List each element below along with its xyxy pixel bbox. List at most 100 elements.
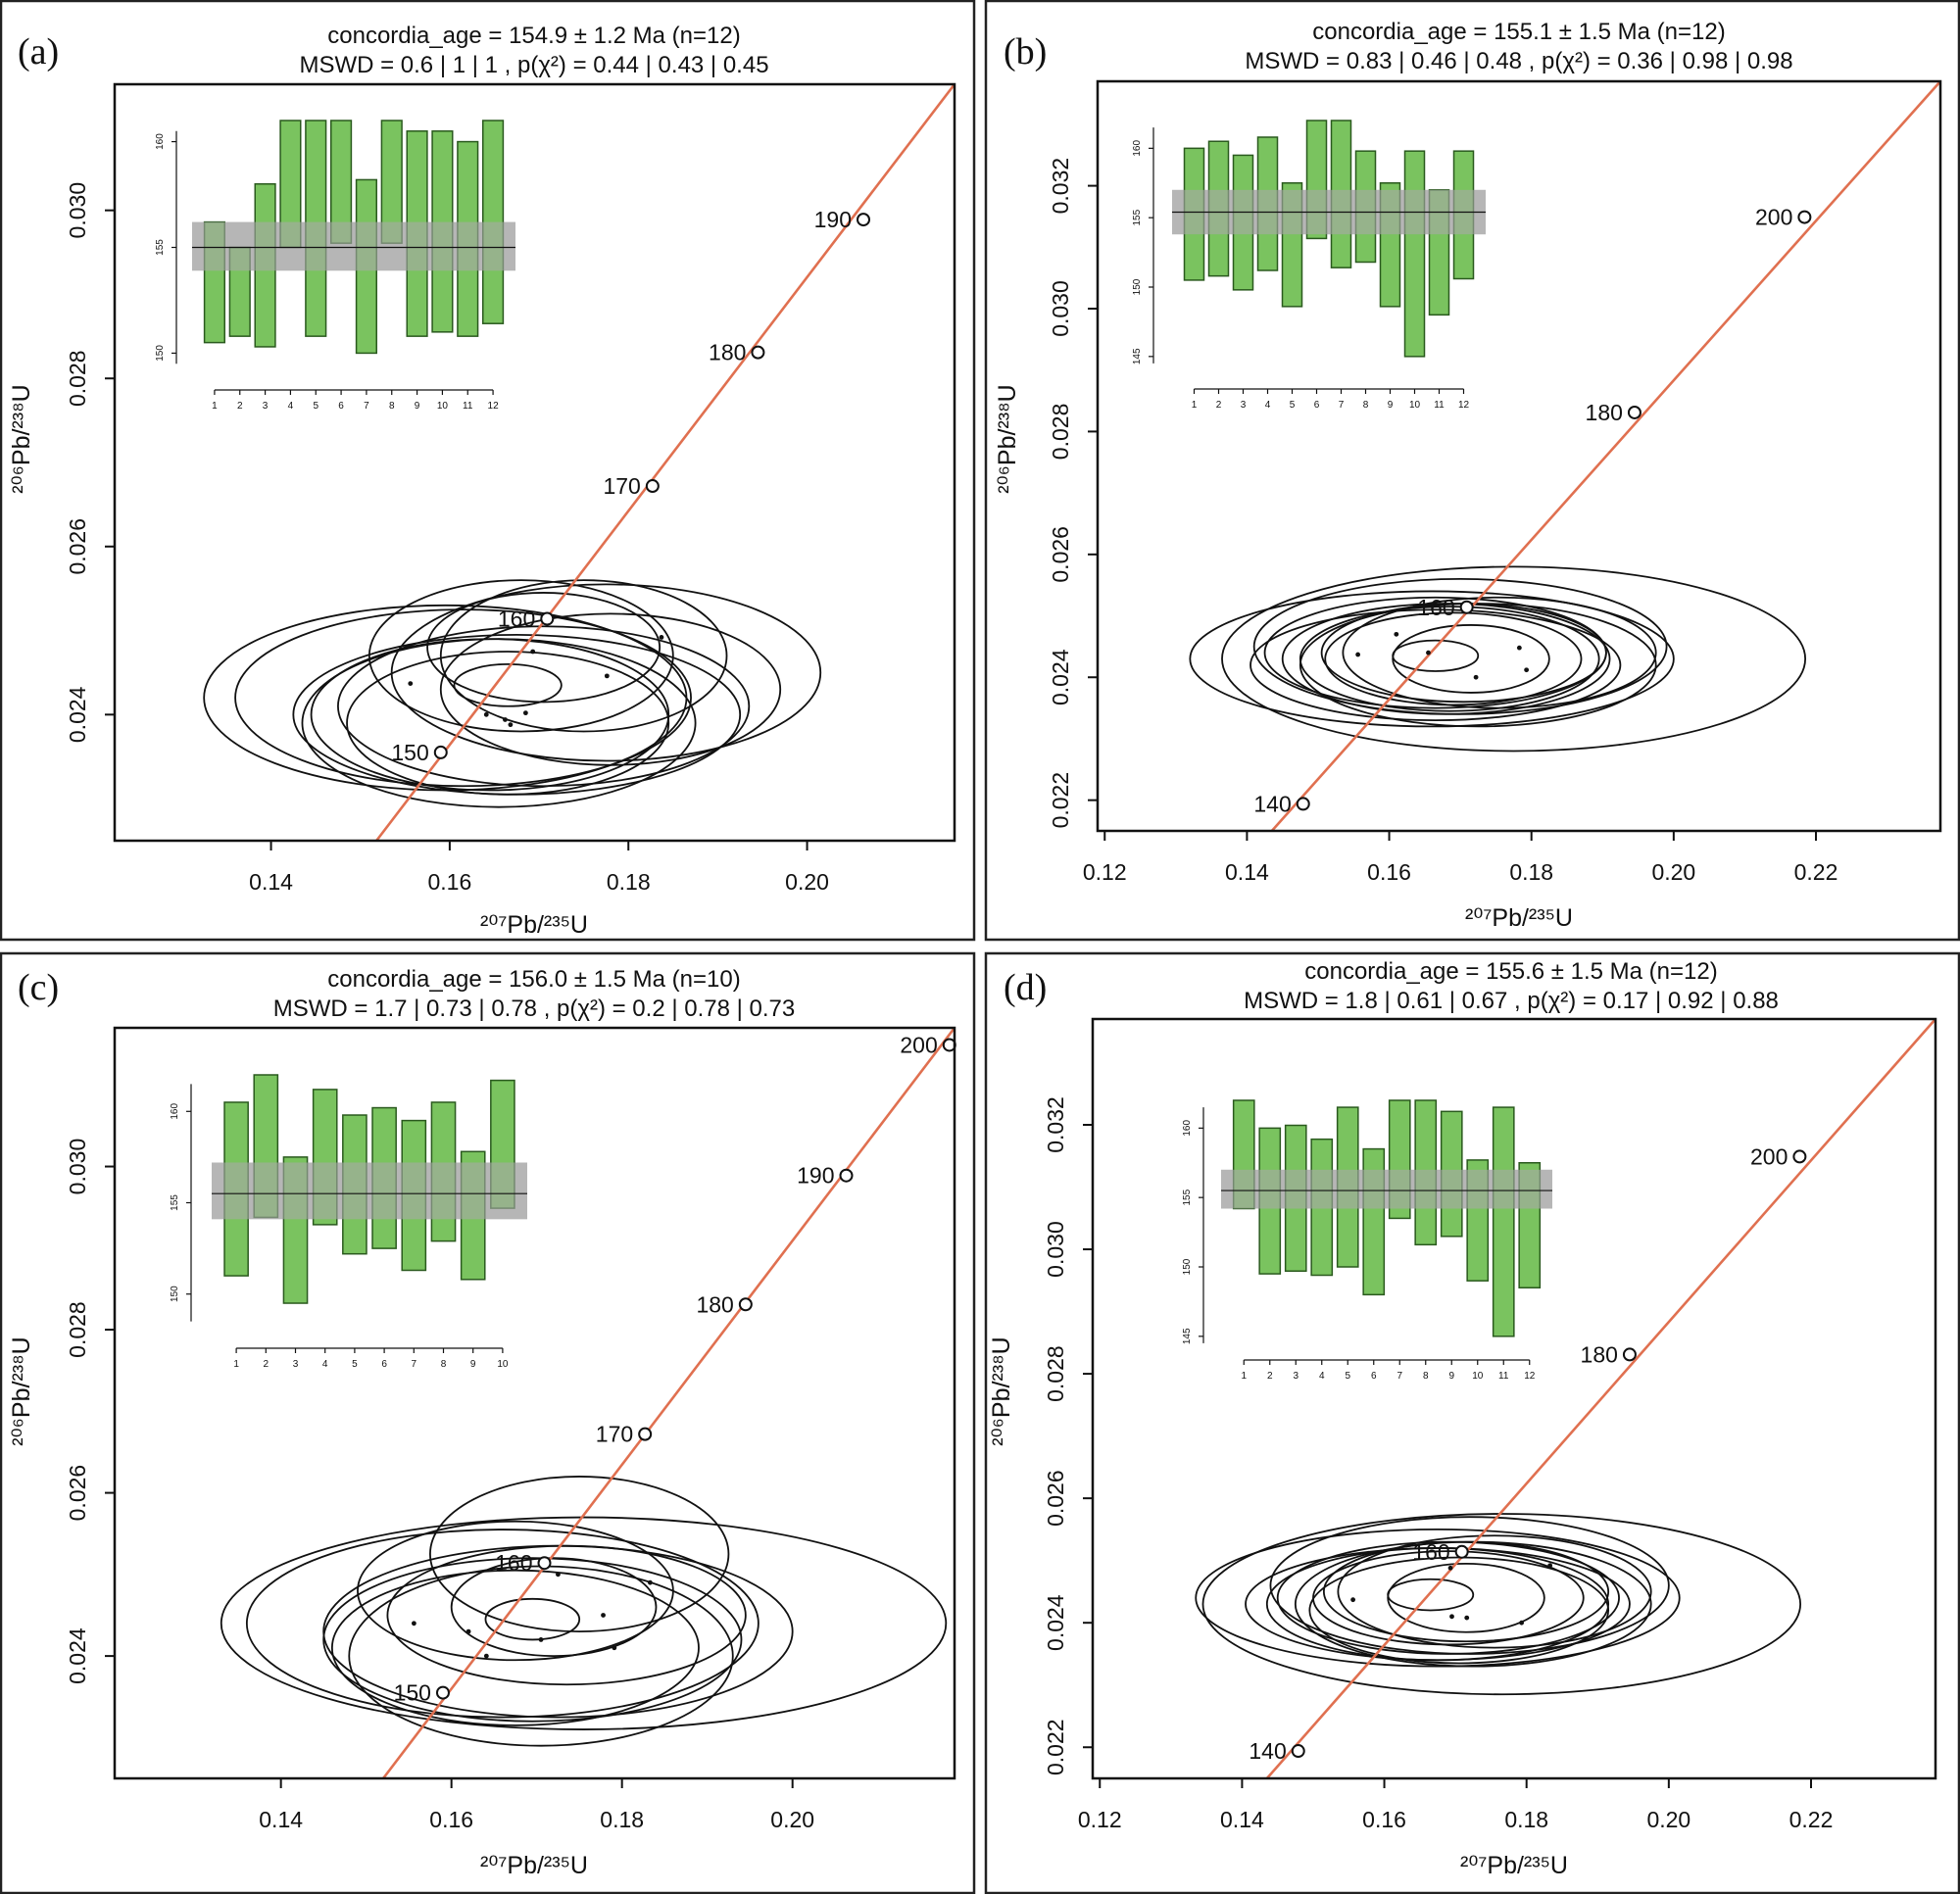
- data-point: [1350, 1597, 1356, 1603]
- age-marker: [1797, 210, 1812, 224]
- plot-area-b: [1096, 79, 1942, 833]
- inset-x-tick-label: 5: [313, 401, 318, 412]
- inset-x-tick-label: 1: [1241, 1371, 1247, 1382]
- y-tick-label: 0.026: [65, 1465, 90, 1522]
- inset-x-tick-label: 12: [1458, 400, 1470, 411]
- inset-x-tick-label: 8: [1363, 400, 1369, 411]
- inset-x-tick-label: 1: [212, 401, 218, 412]
- inset-x-tick-label: 7: [364, 401, 369, 412]
- data-point: [1519, 1620, 1525, 1626]
- chart-title-line1: concordia_age = 154.9 ± 1.2 Ma (n=12): [327, 23, 740, 49]
- plot-area-c: [113, 1026, 956, 1780]
- error-ellipse: [1189, 590, 1675, 728]
- chart-title-line2: MSWD = 0.6 | 1 | 1 , p(χ²) = 0.44 | 0.43…: [299, 52, 768, 78]
- error-ellipse: [429, 1476, 730, 1633]
- error-ellipse: [203, 604, 688, 792]
- age-labels: 140 160 180 200: [1249, 1143, 1807, 1764]
- age-label: 180: [696, 1291, 733, 1317]
- inset-x-tick-label: 9: [1448, 1371, 1454, 1382]
- age-marker: [638, 1427, 653, 1441]
- chart-title-line2: MSWD = 1.7 | 0.73 | 0.78 , p(χ²) = 0.2 |…: [273, 996, 795, 1022]
- age-label: 190: [814, 207, 852, 232]
- inset-x-tick-label: 7: [1396, 1371, 1402, 1382]
- inset-x-tick-label: 4: [288, 401, 294, 412]
- x-axis-label: ²⁰⁷Pb/²³⁵U: [480, 911, 588, 939]
- error-ellipse: [386, 1544, 747, 1686]
- chart-title-line2: MSWD = 0.83 | 0.46 | 0.48 , p(χ²) = 0.36…: [1245, 48, 1792, 74]
- age-label: 190: [797, 1163, 834, 1189]
- inset-x-tick-label: 10: [437, 401, 449, 412]
- y-tick-label: 0.026: [1043, 1470, 1068, 1527]
- y-tick-label: 0.026: [65, 518, 90, 575]
- y-tick-label: 0.028: [65, 350, 90, 407]
- inset-y-tick-label: 160: [1132, 140, 1143, 157]
- data-point: [1524, 667, 1530, 673]
- data-point: [612, 1645, 617, 1651]
- y-tick-label: 0.030: [1043, 1221, 1068, 1278]
- ellipse-group: [1195, 1513, 1802, 1696]
- inset-x-tick-label: 3: [1241, 400, 1247, 411]
- inset-x-tick-label: 2: [237, 401, 243, 412]
- inset-x-tick-label: 10: [497, 1359, 509, 1370]
- age-label: 150: [394, 1680, 431, 1706]
- inset-mean-band-overlay: [1221, 1169, 1552, 1209]
- error-ellipse: [1221, 565, 1807, 753]
- inset-x-tick-label: 6: [381, 1359, 387, 1370]
- age-marker: [1627, 405, 1642, 419]
- age-label: 170: [596, 1422, 633, 1447]
- chart-title-line1: concordia_age = 155.1 ± 1.5 Ma (n=12): [1312, 19, 1725, 45]
- error-ellipse: [245, 1529, 760, 1719]
- error-ellipse: [1387, 1578, 1475, 1612]
- age-label: 200: [1750, 1143, 1788, 1169]
- inset-x-tick-label: 12: [1524, 1371, 1536, 1382]
- inset-x-tick-label: 11: [1498, 1371, 1509, 1382]
- x-axis-label: ²⁰⁷Pb/²³⁵U: [1460, 1852, 1568, 1879]
- inset-x-tick-label: 4: [1319, 1371, 1325, 1382]
- data-point: [466, 1628, 471, 1634]
- inset-x-tick-label: 3: [1293, 1371, 1298, 1382]
- error-ellipse: [1392, 639, 1480, 672]
- error-ellipse: [1298, 603, 1657, 728]
- error-ellipse: [439, 612, 782, 766]
- x-tick-label: 0.18: [600, 1807, 644, 1832]
- inset-x-tick-label: 4: [322, 1359, 328, 1370]
- concordia-group: [1265, 1019, 1936, 1778]
- data-point-group: [1355, 631, 1530, 680]
- age-marker: [839, 1168, 854, 1183]
- data-point: [483, 711, 489, 717]
- y-tick-label: 0.028: [1048, 404, 1073, 461]
- data-point-group: [408, 635, 664, 728]
- error-ellipse: [357, 1520, 674, 1662]
- concordia-line: [1265, 1019, 1936, 1778]
- age-marker: [540, 611, 555, 626]
- inset-y-tick-label: 150: [170, 1286, 180, 1302]
- inset-mean-band-overlay: [192, 221, 515, 271]
- data-point: [556, 1572, 561, 1578]
- x-tick-label: 0.12: [1078, 1807, 1122, 1832]
- ellipse-group: [220, 1476, 948, 1747]
- error-ellipse: [1308, 1556, 1610, 1665]
- age-marker: [645, 479, 660, 494]
- axis-ticks: 0.14 0.16 0.18 0.20 0.024 0.026 0.028 0.030: [65, 1139, 814, 1832]
- inset-y-tick-label: 150: [1182, 1258, 1193, 1275]
- panel-label: (a): [18, 31, 59, 73]
- inset-age-bar: [1492, 1106, 1515, 1337]
- data-point: [1447, 1565, 1453, 1571]
- data-point: [1449, 1614, 1454, 1620]
- inset-y-tick-label: 155: [1182, 1189, 1193, 1205]
- data-point: [1547, 1563, 1553, 1569]
- error-ellipse: [426, 592, 662, 704]
- inset-y-tick-label: 155: [1132, 209, 1143, 225]
- inset-y-tick-label: 150: [1132, 278, 1143, 295]
- inset-y-tick-label: 155: [155, 239, 166, 256]
- data-point: [1473, 674, 1479, 680]
- inset-x-tick-label: 2: [1267, 1371, 1273, 1382]
- concordia-line: [382, 1028, 955, 1778]
- y-tick-label: 0.024: [1048, 649, 1073, 705]
- chart-title-line1: concordia_age = 155.6 ± 1.5 Ma (n=12): [1304, 958, 1717, 985]
- error-ellipse: [310, 638, 670, 792]
- y-tick-label: 0.032: [1048, 158, 1073, 215]
